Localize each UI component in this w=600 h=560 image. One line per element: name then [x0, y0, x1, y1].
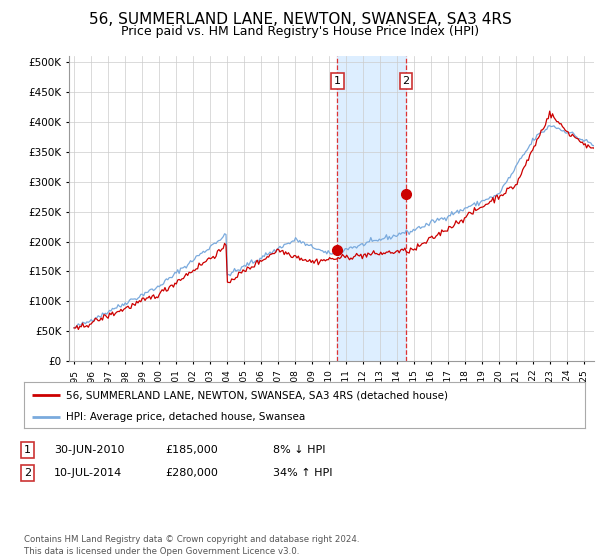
- Text: 1: 1: [334, 76, 341, 86]
- Text: 2: 2: [24, 468, 31, 478]
- Text: HPI: Average price, detached house, Swansea: HPI: Average price, detached house, Swan…: [66, 412, 305, 422]
- Text: 34% ↑ HPI: 34% ↑ HPI: [273, 468, 332, 478]
- Text: 2: 2: [403, 76, 410, 86]
- Text: £185,000: £185,000: [165, 445, 218, 455]
- Text: 30-JUN-2010: 30-JUN-2010: [54, 445, 125, 455]
- Text: 56, SUMMERLAND LANE, NEWTON, SWANSEA, SA3 4RS (detached house): 56, SUMMERLAND LANE, NEWTON, SWANSEA, SA…: [66, 390, 448, 400]
- Text: Price paid vs. HM Land Registry's House Price Index (HPI): Price paid vs. HM Land Registry's House …: [121, 25, 479, 38]
- Text: £280,000: £280,000: [165, 468, 218, 478]
- Text: 8% ↓ HPI: 8% ↓ HPI: [273, 445, 325, 455]
- Bar: [337, 56, 406, 361]
- Text: 1: 1: [24, 445, 31, 455]
- Text: Contains HM Land Registry data © Crown copyright and database right 2024.
This d: Contains HM Land Registry data © Crown c…: [24, 535, 359, 556]
- Text: 10-JUL-2014: 10-JUL-2014: [54, 468, 122, 478]
- Text: 56, SUMMERLAND LANE, NEWTON, SWANSEA, SA3 4RS: 56, SUMMERLAND LANE, NEWTON, SWANSEA, SA…: [89, 12, 511, 27]
